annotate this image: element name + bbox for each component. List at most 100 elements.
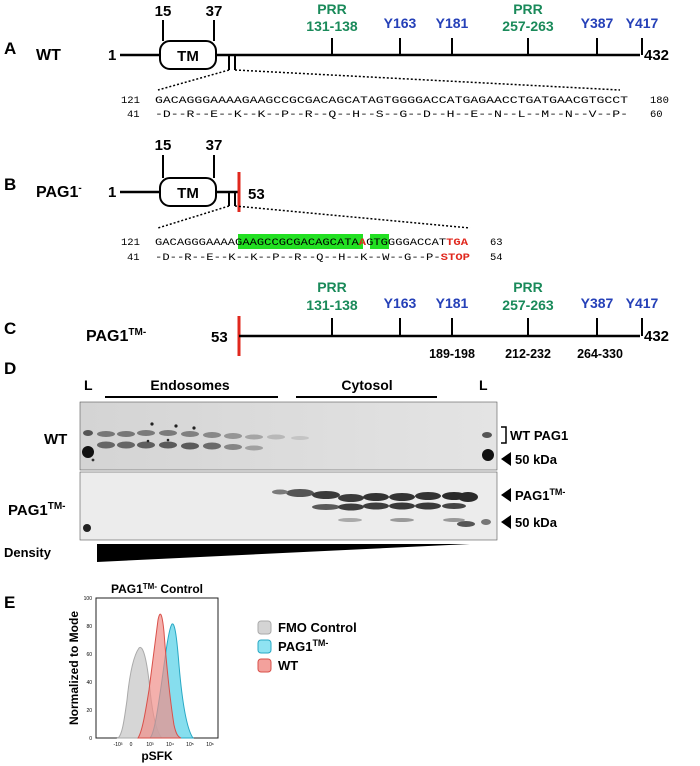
panel-b-aa-start: 41 (127, 252, 140, 264)
panel-b-label: PAG1- (36, 183, 82, 201)
panel-c-region-3: 264-330 (577, 347, 623, 361)
panel-b-highlight-2 (370, 234, 389, 249)
wt-band-lower-6 (203, 442, 221, 450)
wt-band-lower-8 (245, 445, 263, 451)
panel-d-tm-bands (272, 489, 478, 527)
panel-d-tm-ladder-dot-left (83, 524, 91, 532)
panel-d-ladder-left: L (84, 377, 93, 393)
wt-band-upper-10 (291, 436, 309, 440)
tm-band-upper-2 (312, 491, 340, 499)
panel-d-endosomes: Endosomes (150, 377, 230, 393)
tm-band-lower-2 (338, 503, 364, 511)
panel-e: E PAG1TM- Control 100 80 60 40 20 0 -10³… (4, 582, 357, 763)
panel-a-end: 432 (644, 47, 669, 64)
panel-b-dna-end: 63 (490, 237, 503, 249)
panel-e-ytick-40: 40 (86, 680, 92, 686)
tm-band-upper-6 (415, 492, 441, 500)
panel-d-wt-label: WT (44, 431, 67, 448)
panel-d-wt-ladder-dot-right (482, 449, 494, 461)
panel-a-prr2-range: 257-263 (502, 18, 554, 34)
panel-b-tm-start: 15 (155, 137, 172, 154)
wt-speck-1 (150, 422, 154, 426)
panel-c: C PAG1TM- 53 432 PRR 131-138 Y163 Y181 P… (4, 279, 669, 361)
panel-a-prr1-range: 131-138 (306, 18, 358, 34)
panel-a-aa-seq: -D--R--E--K--K--P--R--Q--H--S--G--D--H--… (155, 109, 628, 121)
panel-d-wt-bracket (501, 426, 507, 444)
panel-d-tm-label: PAG1TM- (8, 501, 66, 519)
tm-band-upper-1 (286, 489, 314, 497)
panel-d-tm-ladder-band-right (481, 519, 491, 525)
panel-d-tm-band-label: PAG1TM- (515, 487, 565, 503)
panel-a-label: WT (36, 47, 61, 64)
wt-speck-3 (192, 426, 196, 430)
tm-band-upper-4 (363, 493, 389, 501)
panel-c-y387: Y387 (581, 295, 614, 311)
panel-e-ytick-60: 60 (86, 652, 92, 658)
panel-e-ytick-100: 100 (84, 596, 93, 602)
panel-e-xtick-1: -10³ (114, 742, 123, 748)
panel-a-tm-end: 37 (206, 3, 223, 20)
panel-a-y417: Y417 (626, 15, 659, 31)
legend-label-pag1-tm: PAG1TM- (278, 638, 328, 654)
wt-band-lower-5 (181, 442, 199, 450)
panel-b-tm-end: 37 (206, 137, 223, 154)
tm-band-lower-6 (442, 503, 466, 509)
wt-band-lower-2 (117, 441, 135, 449)
panel-a-tm-start: 15 (155, 3, 172, 20)
panel-c-start: 53 (211, 329, 228, 346)
legend-swatch-fmo (257, 620, 272, 635)
wt-speck-2 (174, 424, 178, 428)
legend-swatch-wt (257, 658, 272, 673)
tm-band-lower-4 (389, 502, 415, 510)
panel-b-start: 1 (108, 184, 116, 201)
panel-c-prr1-name: PRR (317, 279, 347, 295)
panel-e-xlabel: pSFK (141, 749, 173, 763)
panel-a-y181: Y181 (436, 15, 469, 31)
panel-e-xtick-6: 10⁶ (206, 742, 214, 748)
panel-e-xtick-2: 0 (130, 742, 133, 748)
wt-band-lower-3 (137, 441, 155, 449)
panel-a-y387: Y387 (581, 15, 614, 31)
panel-d-tm-kda-arrow (501, 515, 511, 529)
panel-b-aa-seq: -D--R--E--K--K--P--R--Q--H--K--W--G--P- S… (155, 252, 470, 264)
panel-e-xtick-4: 10⁴ (166, 742, 174, 748)
wt-band-lower-1 (97, 441, 115, 449)
panel-e-ytick-0: 0 (89, 736, 92, 742)
panel-c-letter: C (4, 319, 16, 338)
tm-band-lower-1 (312, 504, 340, 510)
panel-b-stop-pos: 53 (248, 186, 265, 203)
panel-d-density-label: Density (4, 545, 52, 560)
wt-speck-5 (166, 438, 170, 442)
tm-band-faint-1 (338, 518, 362, 522)
tm-band-upper-5 (389, 493, 415, 501)
panel-e-ylabel: Normalized to Mode (67, 611, 81, 725)
wt-speck-6 (91, 458, 95, 462)
panel-a-prr1-name: PRR (317, 1, 347, 17)
legend-label-fmo: FMO Control (278, 620, 357, 635)
panel-b-dna-seq: GACAGGGAAAAG AAGCCGCGACAGCATA AGTG GGGACCAT… (155, 237, 469, 249)
panel-a: A WT 1 432 TM 15 37 PRR 131-138 Y163 Y18… (4, 1, 669, 121)
panel-a-tm-box (159, 40, 217, 70)
wt-band-upper-8 (245, 434, 263, 440)
histogram-wt (137, 613, 182, 739)
wt-band-upper-4 (159, 430, 177, 436)
panel-d-density-wedge (97, 544, 470, 562)
wt-band-upper-6 (203, 432, 221, 438)
panel-b-aa-end: 54 (490, 252, 503, 264)
tm-band-upper-8 (458, 492, 478, 502)
panel-d-wt-ladder-band-left (83, 430, 93, 436)
panel-e-xtick-5: 10⁵ (186, 742, 194, 748)
wt-band-upper-7 (224, 433, 242, 439)
panel-c-label: PAG1TM- (86, 327, 146, 345)
panel-e-letter: E (4, 593, 15, 612)
tm-band-lower-3 (363, 502, 389, 510)
panel-a-start: 1 (108, 47, 116, 64)
panel-d-wt-bands (91, 422, 309, 462)
panel-e-legend: FMO Control PAG1TM- WT (257, 620, 357, 673)
panel-d-wt-blot (79, 401, 498, 471)
panel-d-wt-kda-arrow (501, 452, 511, 466)
panel-d-letter: D (4, 359, 16, 378)
panel-a-y163: Y163 (384, 15, 417, 31)
panel-b-tm-box (159, 177, 217, 207)
